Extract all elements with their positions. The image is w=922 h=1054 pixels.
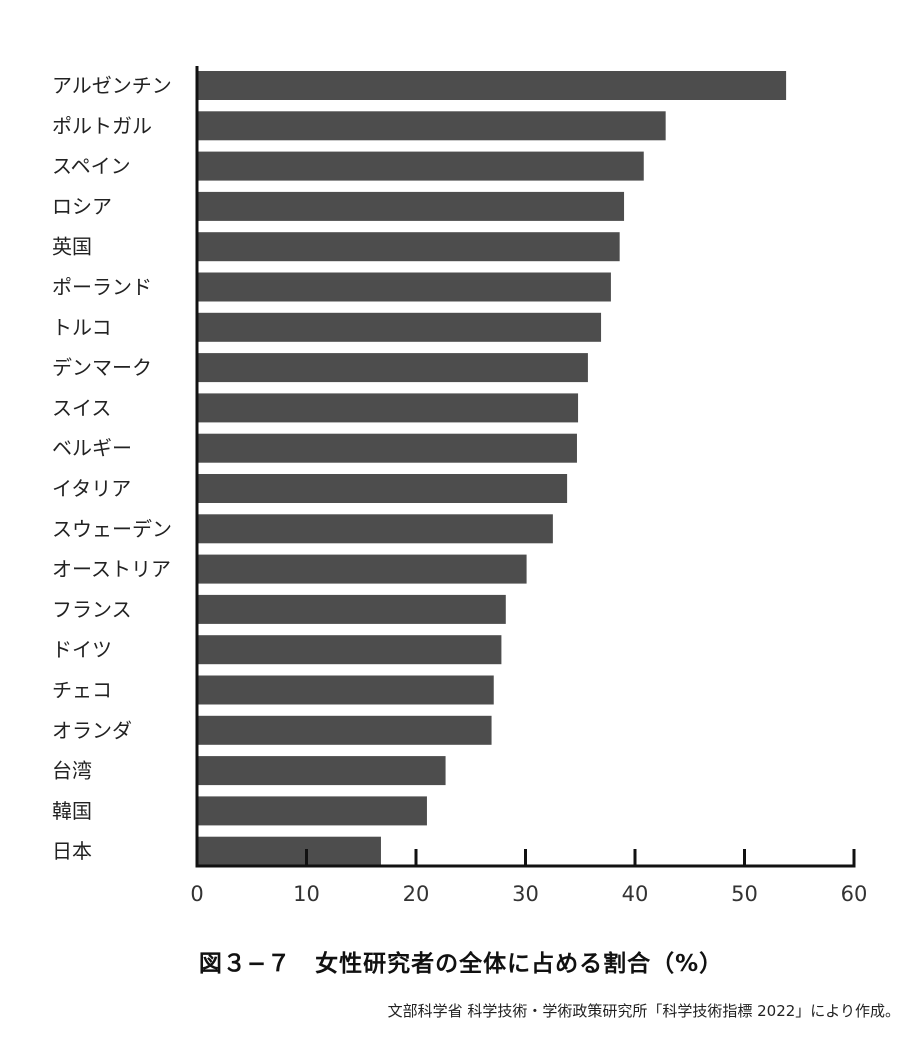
bar	[197, 151, 644, 181]
category-label: イタリア	[52, 477, 131, 501]
x-tick-label: 30	[512, 882, 539, 906]
bar	[197, 756, 446, 786]
category-label: 英国	[52, 235, 92, 259]
bar	[197, 796, 427, 826]
bar	[197, 312, 602, 342]
category-label: アルゼンチン	[52, 74, 172, 98]
category-label: 日本	[52, 839, 92, 863]
bar	[197, 272, 611, 302]
bar	[197, 353, 588, 383]
x-tick-labels: 0 10 20 30 40 50 60	[190, 882, 867, 906]
x-tick-label: 60	[841, 882, 868, 906]
bar	[197, 836, 381, 866]
category-label: スイス	[52, 396, 111, 420]
bar	[197, 111, 666, 141]
x-tick-label: 20	[403, 882, 430, 906]
category-label: 韓国	[52, 799, 92, 823]
bar	[197, 191, 625, 221]
bar	[197, 433, 577, 463]
category-label: スペイン	[52, 154, 131, 178]
bar	[197, 635, 502, 665]
category-label: チェコ	[52, 678, 112, 702]
category-label: ロシア	[52, 194, 112, 218]
x-tick-label: 0	[190, 882, 203, 906]
category-label: 台湾	[52, 759, 92, 783]
category-label: ポーランド	[52, 275, 152, 299]
bar	[197, 675, 494, 705]
bar	[197, 71, 787, 100]
x-tick-label: 10	[293, 882, 320, 906]
category-label: オランダ	[52, 718, 132, 742]
category-label: フランス	[52, 597, 132, 621]
bar	[197, 393, 579, 423]
bar	[197, 232, 620, 262]
category-label: ドイツ	[52, 638, 112, 662]
category-label: デンマーク	[52, 356, 152, 380]
category-label: ポルトガル	[52, 114, 152, 138]
x-tick-label: 50	[731, 882, 758, 906]
category-labels: アルゼンチンポルトガルスペインロシア英国ポーランドトルコデンマークスイスベルギー…	[52, 74, 172, 864]
source-note: 文部科学省 科学技術・学術政策研究所「科学技術指標 2022」により作成。	[387, 1002, 900, 1020]
figure-caption: 図３−７ 女性研究者の全体に占める割合（%）	[198, 951, 724, 977]
category-label: スウェーデン	[52, 517, 172, 541]
axes	[195, 66, 856, 868]
bars	[197, 71, 787, 866]
bar	[197, 715, 492, 745]
bar	[197, 554, 527, 584]
category-label: ベルギー	[52, 436, 132, 460]
bar	[197, 514, 553, 544]
category-label: トルコ	[52, 315, 112, 339]
chart: アルゼンチンポルトガルスペインロシア英国ポーランドトルコデンマークスイスベルギー…	[52, 66, 867, 906]
x-tick-label: 40	[622, 882, 649, 906]
bar	[197, 474, 568, 503]
category-label: オーストリア	[52, 557, 171, 581]
bar	[197, 594, 506, 624]
